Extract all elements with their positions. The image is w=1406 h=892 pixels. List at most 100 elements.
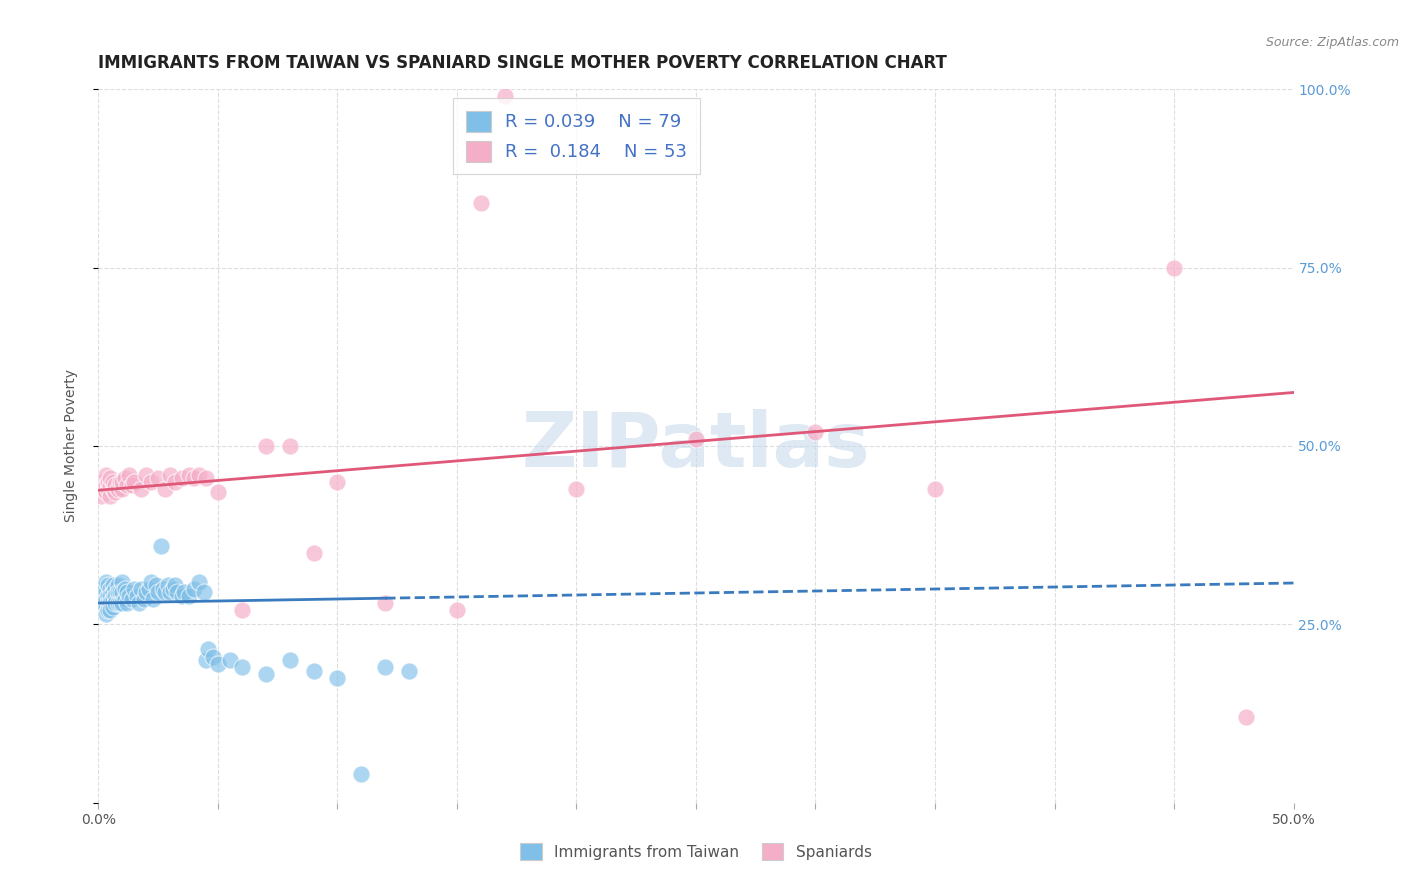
Point [148,471,170,485]
Point [155,482,177,496]
Point [374,660,396,674]
Point [101,599,124,614]
Point [90,589,112,603]
Point [138,582,160,596]
Point [101,578,124,592]
Point [98,603,122,617]
Point [98,596,122,610]
Point [163,475,186,489]
Point [90,585,112,599]
Point [183,471,205,485]
Point [172,589,194,603]
Point [91,582,114,596]
Point [107,578,129,592]
Text: Source: ZipAtlas.com: Source: ZipAtlas.com [1265,36,1399,49]
Point [155,585,177,599]
Point [131,582,153,596]
Point [104,485,127,500]
Point [118,589,141,603]
Point [98,478,122,492]
Legend: Immigrants from Taiwan, Spaniards: Immigrants from Taiwan, Spaniards [515,837,877,866]
Point [91,596,114,610]
Point [128,596,150,610]
Point [173,585,195,599]
Point [139,574,162,589]
Text: IMMIGRANTS FROM TAIWAN VS SPANIARD SINGLE MOTHER POVERTY CORRELATION CHART: IMMIGRANTS FROM TAIWAN VS SPANIARD SINGL… [98,54,948,72]
Point [90,489,112,503]
Point [231,603,253,617]
Point [124,475,146,489]
Point [97,596,120,610]
Point [446,603,468,617]
Point [98,582,122,596]
Point [374,596,396,610]
Point [107,585,129,599]
Point [108,585,131,599]
Point [91,475,114,489]
Point [179,467,201,482]
Point [135,467,157,482]
Point [565,482,588,496]
Point [97,482,120,496]
Point [91,482,114,496]
Point [111,475,134,489]
Point [98,471,122,485]
Point [125,589,148,603]
Point [97,589,120,603]
Point [207,485,229,500]
Point [94,478,117,492]
Point [111,574,134,589]
Point [302,546,325,560]
Point [90,592,112,607]
Point [179,589,201,603]
Point [104,589,127,603]
Point [118,467,141,482]
Point [254,667,277,681]
Point [187,467,209,482]
Point [91,585,114,599]
Point [350,767,373,781]
Point [94,585,117,599]
Point [94,599,117,614]
Point [135,585,157,599]
Point [97,475,120,489]
Point [162,582,184,596]
Point [187,574,209,589]
Point [254,439,277,453]
Point [219,653,242,667]
Point [98,589,122,603]
Point [163,578,186,592]
Point [101,482,124,496]
Point [94,574,117,589]
Point [1163,260,1185,275]
Point [94,592,117,607]
Point [91,592,114,607]
Point [101,585,124,599]
Point [131,482,153,496]
Point [278,653,301,667]
Point [132,592,155,607]
Point [195,471,218,485]
Point [326,475,349,489]
Point [195,653,218,667]
Point [107,482,129,496]
Point [159,585,181,599]
Point [101,475,124,489]
Point [172,471,194,485]
Point [97,603,120,617]
Point [804,425,827,439]
Point [202,649,225,664]
Point [111,585,134,599]
Point [94,467,117,482]
Point [159,467,181,482]
Point [166,585,188,599]
Point [278,439,301,453]
Point [398,664,420,678]
Point [107,596,129,610]
Point [104,596,127,610]
Point [326,671,349,685]
Point [114,592,136,607]
Point [114,471,136,485]
Point [104,478,127,492]
Point [197,642,219,657]
